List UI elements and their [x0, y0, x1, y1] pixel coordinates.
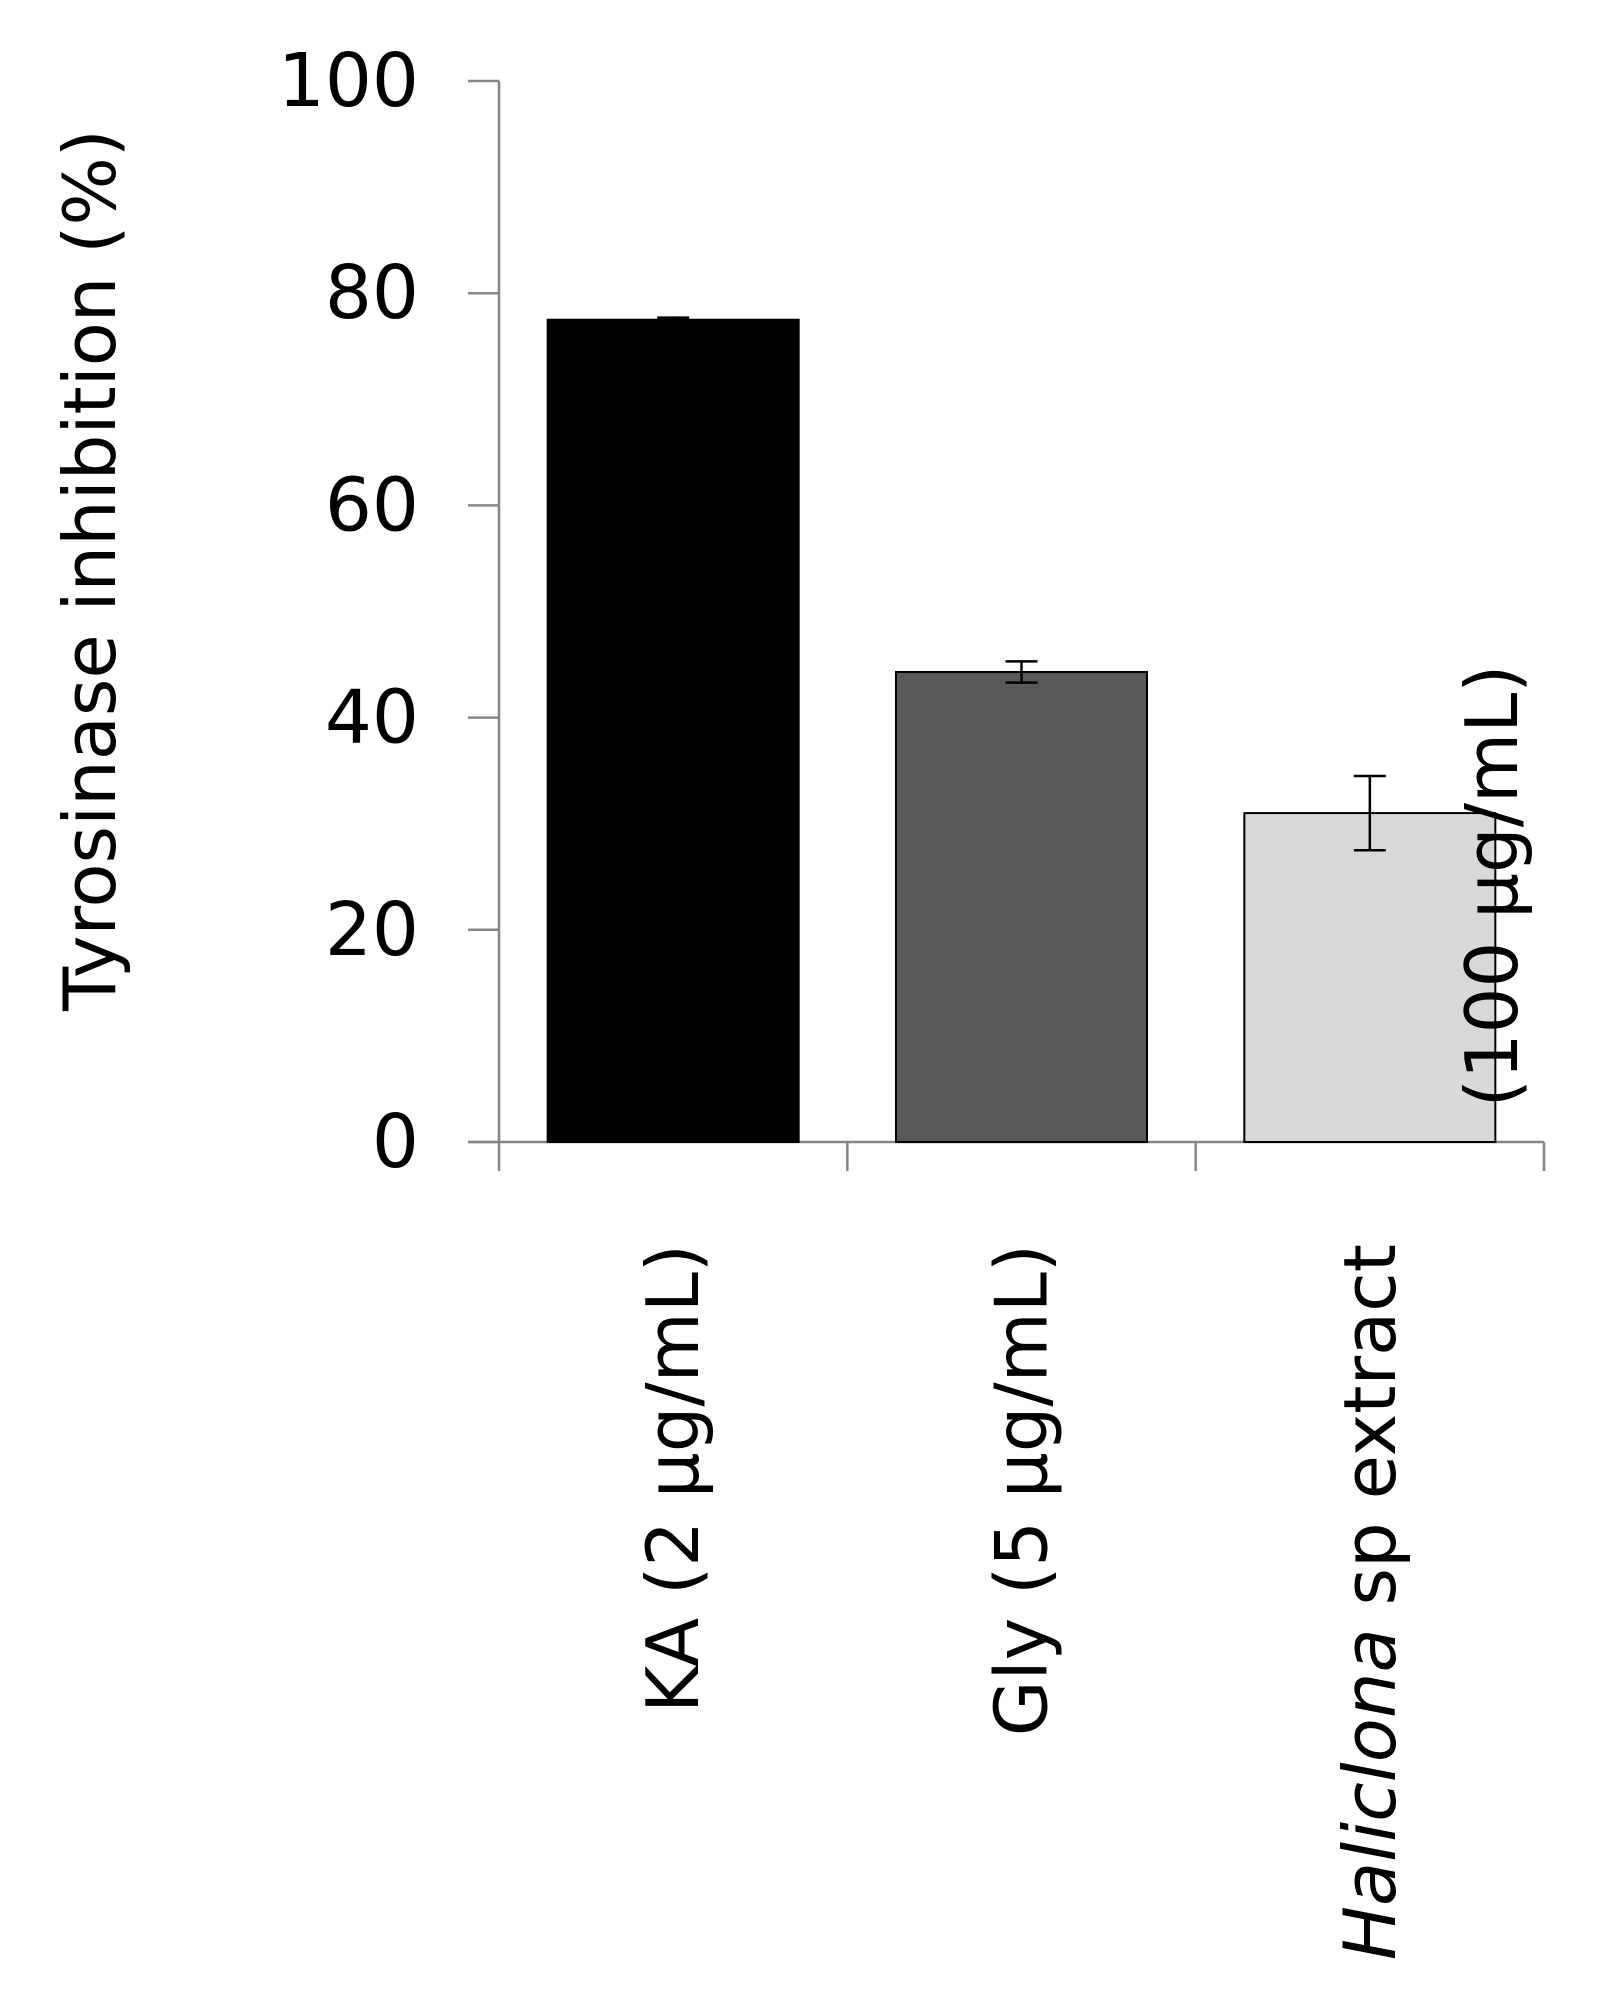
- bar: [546, 318, 800, 1144]
- x-tick-label: KA (2 µg/mL): [631, 1244, 715, 1713]
- x-tick-label: Haliclona sp extract: [1328, 1244, 1412, 1960]
- y-tick-label: 60: [325, 462, 419, 548]
- y-axis-title: Tyrosinase inhibition (%): [48, 129, 132, 1012]
- y-tick-label: 20: [325, 887, 419, 973]
- y-tick-label: 80: [325, 250, 419, 336]
- y-tick-label: 0: [372, 1099, 419, 1185]
- bar: [895, 670, 1148, 1143]
- x-tick-label-part: (100 µg/mL): [1450, 665, 1534, 1108]
- x-tick-label-part: Haliclona: [1328, 1628, 1412, 1960]
- x-tick-label: Gly (5 µg/mL): [980, 1244, 1064, 1736]
- y-tick-label: 100: [278, 38, 419, 124]
- x-tick-label: (100 µg/mL): [1450, 665, 1534, 1108]
- y-tick-label: 40: [325, 675, 419, 761]
- error-bar: [1353, 774, 1386, 852]
- x-tick-label-part: KA (2 µg/mL): [631, 1244, 715, 1713]
- error-bar: [657, 316, 690, 324]
- x-tick-label-part: Gly (5 µg/mL): [980, 1244, 1064, 1736]
- error-bar: [1005, 660, 1038, 684]
- x-tick-label-part: sp extract: [1328, 1244, 1412, 1628]
